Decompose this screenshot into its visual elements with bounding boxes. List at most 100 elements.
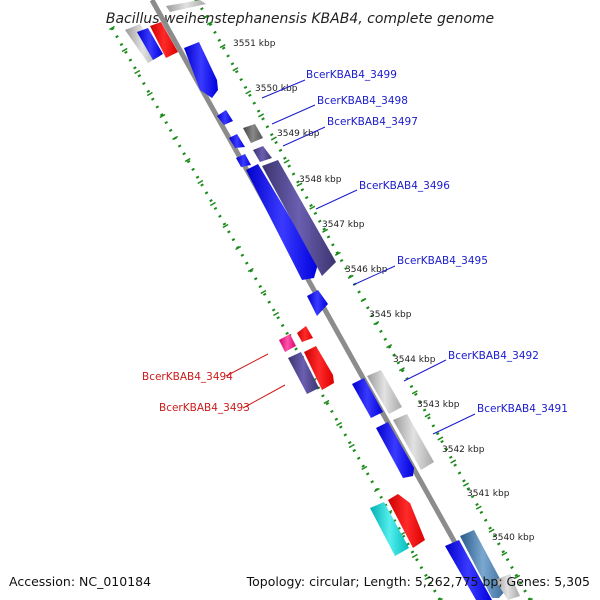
- band-tick: [172, 135, 179, 141]
- gene-stub-top-gray: [166, 0, 206, 12]
- band-tick: [336, 421, 343, 427]
- kbp-labels: 3551 kbp 3550 kbp 3549 kbp 3548 kbp 3547…: [233, 39, 535, 543]
- kbp-label: 3551 kbp: [233, 39, 276, 49]
- band-tick: [273, 311, 279, 317]
- gene-3494-pink[interactable]: [279, 334, 296, 352]
- gene-red-lower[interactable]: [388, 494, 425, 548]
- band-tick: [146, 91, 153, 97]
- gene-3491-blue[interactable]: [376, 422, 414, 478]
- band-tick: [411, 553, 418, 559]
- kbp-label: 3547 kbp: [322, 220, 365, 230]
- band-tick: [528, 597, 533, 600]
- band-tick: [348, 443, 355, 449]
- band-tick: [475, 505, 482, 510]
- gene-3498[interactable]: [217, 110, 233, 125]
- band-tick: [398, 367, 405, 372]
- leader-lines: [225, 79, 476, 435]
- band-tick: [197, 179, 204, 185]
- band-tick: [222, 223, 229, 229]
- band-tick: [437, 436, 444, 441]
- gene-label-3499[interactable]: BcerKBAB4_3499: [306, 69, 397, 81]
- kbp-label: 3550 kbp: [255, 84, 298, 94]
- band-tick: [121, 47, 128, 53]
- gene-cyan[interactable]: [370, 502, 409, 556]
- band-tick: [283, 159, 290, 164]
- gene-labels: BcerKBAB4_3499 BcerKBAB4_3498 BcerKBAB4_…: [142, 69, 568, 415]
- kbp-label: 3549 kbp: [277, 129, 320, 139]
- gene-3497-blue[interactable]: [229, 134, 245, 148]
- band-tick: [386, 344, 393, 349]
- gene-3496[interactable]: [262, 160, 336, 276]
- gene-3496-blue[interactable]: [246, 164, 318, 280]
- band-tick: [247, 267, 254, 273]
- gene-label-3497[interactable]: BcerKBAB4_3497: [327, 116, 418, 128]
- gene-3492-blue[interactable]: [352, 378, 383, 418]
- band-tick: [134, 69, 141, 75]
- tick-marks: [109, 0, 533, 600]
- band-tick: [424, 575, 431, 581]
- band-tick: [373, 487, 380, 493]
- band-tick: [219, 44, 226, 49]
- gene-bottom-steel[interactable]: [460, 530, 506, 598]
- band-tick: [206, 20, 213, 26]
- gene-bottom-gray: [495, 574, 520, 600]
- band-tick: [360, 297, 367, 303]
- band-tick: [373, 320, 380, 326]
- band-tick: [462, 482, 469, 487]
- gene-label-3498[interactable]: BcerKBAB4_3498: [317, 95, 408, 107]
- band-tick: [347, 274, 354, 280]
- band-tick: [411, 390, 418, 395]
- band-tick: [232, 67, 239, 72]
- gene-3493[interactable]: [304, 346, 334, 390]
- gene-3499[interactable]: [184, 42, 218, 98]
- band-tick: [296, 182, 303, 187]
- kbp-label: 3546 kbp: [345, 265, 388, 275]
- gene-3493-navy[interactable]: [288, 352, 319, 394]
- gene-label-3493[interactable]: BcerKBAB4_3493: [159, 402, 250, 414]
- gene-3492[interactable]: [367, 370, 402, 414]
- band-tick: [159, 113, 166, 119]
- band-tick: [184, 157, 191, 163]
- band-tick: [322, 228, 329, 233]
- band-tick: [209, 201, 216, 207]
- accession-text: Accession: NC_010184: [9, 574, 151, 589]
- band-tick: [488, 528, 495, 533]
- gene-stub-top-red[interactable]: [150, 22, 178, 58]
- band-tick: [260, 289, 267, 295]
- gene-bottom-blue[interactable]: [445, 540, 492, 600]
- kbp-label: 3544 kbp: [393, 355, 436, 365]
- gene-label-3495[interactable]: BcerKBAB4_3495: [397, 255, 488, 267]
- gene-3497[interactable]: [243, 124, 263, 143]
- band-tick: [334, 251, 341, 256]
- band-tick: [501, 551, 508, 556]
- kbp-label: 3543 kbp: [417, 400, 460, 410]
- gene-label-3496[interactable]: BcerKBAB4_3496: [359, 180, 450, 192]
- gene-3495[interactable]: [307, 290, 328, 316]
- kbp-label: 3542 kbp: [442, 445, 485, 455]
- kbp-label: 3540 kbp: [492, 533, 535, 543]
- gene-small-b[interactable]: [253, 146, 272, 162]
- band-tick: [258, 113, 265, 118]
- band-tick: [514, 574, 521, 580]
- gene-3491[interactable]: [393, 414, 434, 470]
- gene-3494[interactable]: [297, 326, 313, 342]
- band-tick: [438, 597, 443, 600]
- topology-summary: Topology: circular; Length: 5,262,775 bp…: [246, 574, 590, 589]
- gene-small-a[interactable]: [236, 154, 251, 167]
- kbp-label: 3541 kbp: [467, 489, 510, 499]
- gene-stub-top-blue[interactable]: [137, 28, 163, 60]
- gene-label-3492[interactable]: BcerKBAB4_3492: [448, 350, 539, 362]
- map-title: Bacillus weihenstephanensis KBAB4, compl…: [106, 11, 494, 27]
- gene-label-3494[interactable]: BcerKBAB4_3494: [142, 371, 233, 383]
- gene-label-3491[interactable]: BcerKBAB4_3491: [477, 403, 568, 415]
- band-tick: [361, 465, 368, 471]
- band-tick: [309, 205, 316, 210]
- band-tick: [109, 25, 115, 31]
- band-tick: [424, 413, 431, 418]
- band-tick: [235, 245, 242, 251]
- band-tick: [245, 90, 252, 95]
- band-tick: [323, 399, 330, 405]
- gene-features: [125, 0, 520, 600]
- band-tick: [450, 459, 457, 464]
